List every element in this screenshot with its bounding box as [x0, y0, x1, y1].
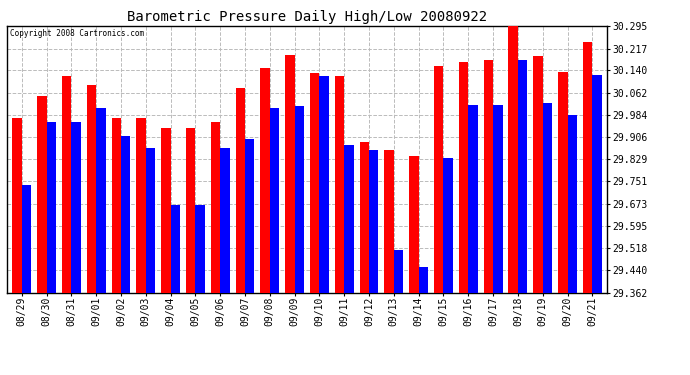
Text: Copyright 2008 Cartronics.com: Copyright 2008 Cartronics.com: [10, 29, 144, 38]
Bar: [369, 150, 379, 292]
Bar: [384, 150, 394, 292]
Bar: [319, 76, 329, 292]
Bar: [469, 105, 477, 292]
Bar: [220, 147, 230, 292]
Bar: [359, 142, 369, 292]
Bar: [459, 62, 469, 292]
Bar: [567, 115, 577, 292]
Bar: [335, 76, 344, 292]
Bar: [71, 122, 81, 292]
Bar: [344, 145, 354, 292]
Bar: [22, 184, 31, 292]
Bar: [96, 108, 106, 292]
Bar: [592, 75, 602, 292]
Bar: [444, 158, 453, 292]
Bar: [270, 108, 279, 292]
Bar: [493, 105, 502, 292]
Bar: [137, 118, 146, 292]
Bar: [62, 76, 71, 292]
Bar: [186, 128, 195, 292]
Bar: [161, 128, 170, 292]
Bar: [509, 22, 518, 293]
Bar: [211, 122, 220, 292]
Bar: [37, 96, 47, 292]
Bar: [434, 66, 444, 292]
Bar: [47, 122, 56, 292]
Bar: [260, 68, 270, 292]
Bar: [295, 106, 304, 292]
Bar: [245, 139, 255, 292]
Bar: [146, 147, 155, 292]
Bar: [394, 250, 403, 292]
Bar: [409, 156, 419, 292]
Bar: [419, 267, 428, 292]
Bar: [170, 205, 180, 292]
Bar: [533, 56, 543, 292]
Bar: [310, 74, 319, 292]
Bar: [87, 85, 96, 292]
Bar: [121, 136, 130, 292]
Bar: [518, 60, 527, 292]
Bar: [12, 118, 22, 292]
Bar: [195, 205, 205, 292]
Bar: [112, 118, 121, 292]
Bar: [543, 103, 552, 292]
Bar: [285, 55, 295, 292]
Bar: [558, 72, 567, 292]
Title: Barometric Pressure Daily High/Low 20080922: Barometric Pressure Daily High/Low 20080…: [127, 10, 487, 24]
Bar: [235, 88, 245, 292]
Bar: [583, 42, 592, 292]
Bar: [484, 60, 493, 292]
